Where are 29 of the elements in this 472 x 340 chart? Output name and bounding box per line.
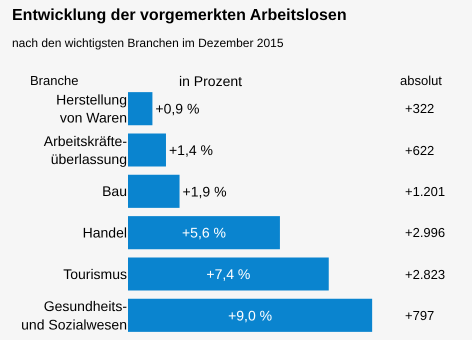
- text: +1.201: [405, 184, 446, 199]
- bar: [128, 257, 329, 291]
- x-axis-title: in Prozent: [179, 73, 242, 89]
- y-tick-label: Bau: [102, 183, 127, 200]
- data-label: +0,9 %: [155, 100, 200, 117]
- text: +622: [405, 143, 434, 158]
- y-tick-label: Tourismus: [63, 266, 127, 282]
- y-tick-label: Handel: [82, 224, 127, 241]
- bar: [128, 133, 166, 167]
- text: +797: [405, 308, 434, 323]
- y-tick-label: Gesundheits- und Sozialwesen: [21, 298, 128, 332]
- y-tick-label: Herstellung von Waren: [56, 91, 127, 126]
- bar: [128, 298, 372, 332]
- text: +2.823: [405, 267, 446, 282]
- chart-title: Entwicklung der vorgemerkten Arbeitslosen: [12, 7, 347, 24]
- chart-subtitle: nach den wichtigsten Branchen im Dezember 2015: [12, 36, 284, 50]
- text: absolut: [400, 73, 442, 88]
- data-label: +1,9 %: [182, 183, 227, 200]
- bar: [128, 92, 152, 126]
- text: +2.996: [405, 225, 446, 240]
- data-label: +9,0 %: [228, 307, 272, 324]
- y-tick-label: Arbeitskräfte-überlassung: [44, 132, 128, 167]
- bar: [128, 174, 180, 208]
- data-label: +5,6 %: [182, 224, 226, 241]
- data-label: +1,4 %: [168, 142, 213, 158]
- data-label: +7,4 %: [206, 266, 250, 282]
- text: +322: [405, 101, 434, 116]
- y-axis-title: Branche: [30, 73, 78, 88]
- bar: [128, 216, 280, 250]
